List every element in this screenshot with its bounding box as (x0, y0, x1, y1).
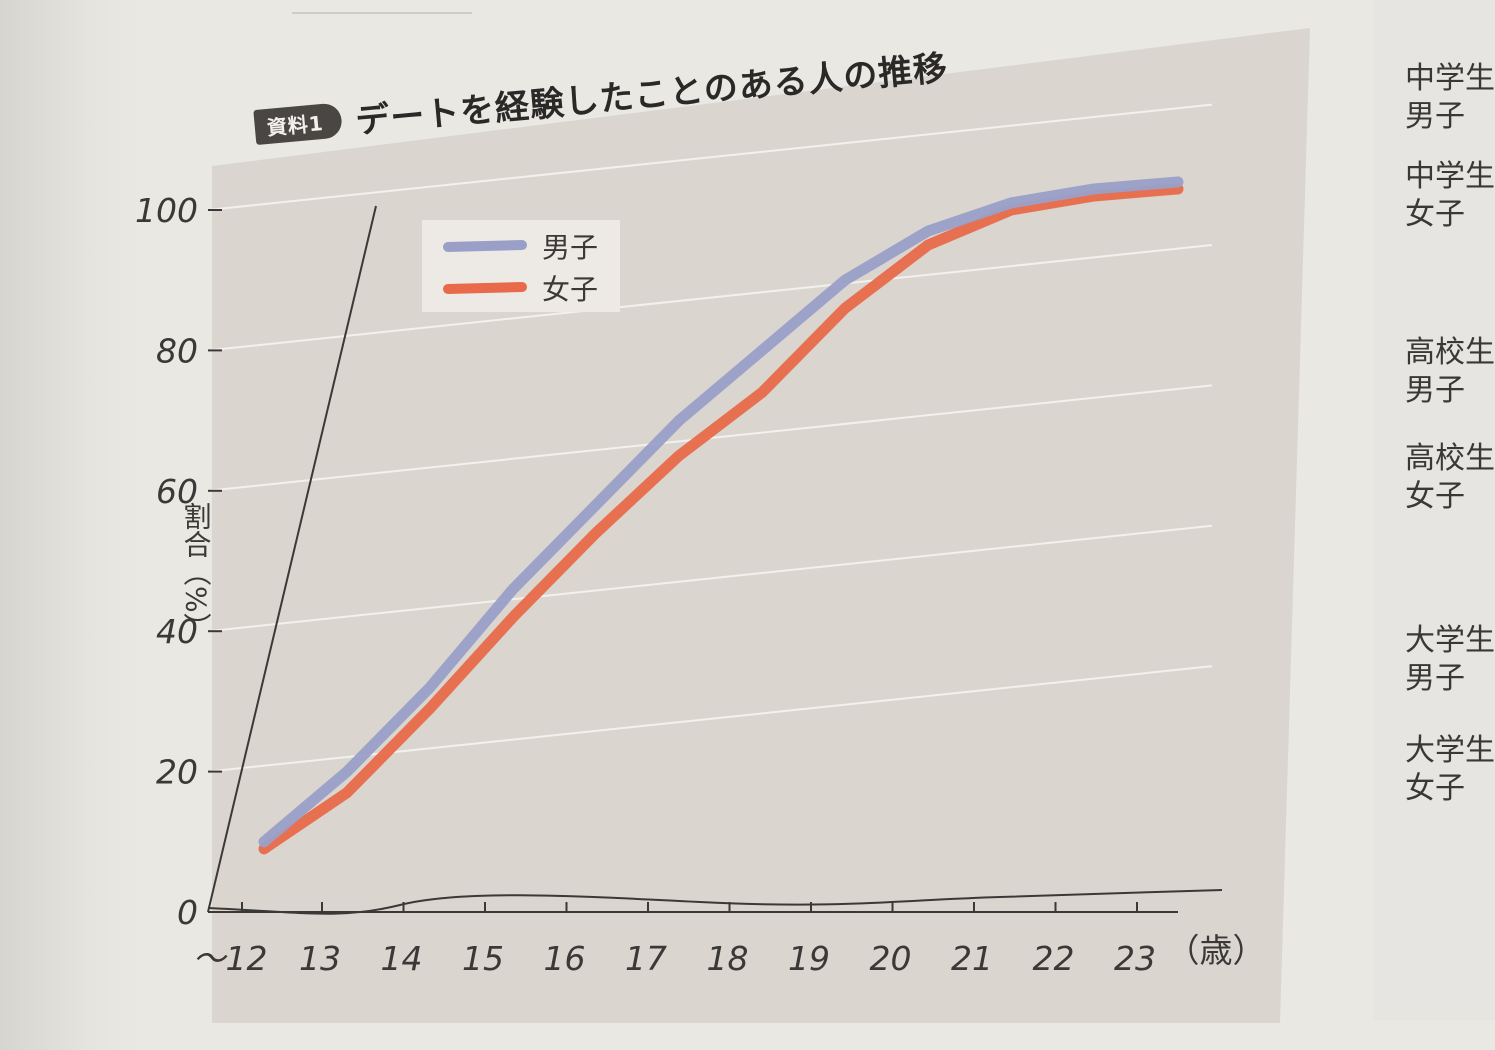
x-unit-label: （歳） (1167, 931, 1266, 970)
page-edge-shadow (0, 0, 140, 1050)
cut-off-text-line (292, 0, 472, 14)
y-tick-label: 20 (156, 753, 198, 792)
x-tick-label: 19 (788, 939, 830, 978)
x-tick-label: 23 (1114, 939, 1156, 978)
axis-labels: 0 20 40 60 80 100 ～12 13 14 15 16 17 18 19 20 21 22 23 （歳）… (135, 191, 1266, 978)
x-tick-label: 21 (951, 939, 993, 978)
right-column (1374, 0, 1495, 1020)
x-tick-label: 17 (625, 939, 667, 978)
side-label-5: 大学生 女子 (1405, 733, 1495, 806)
series-layer (258, 176, 1184, 855)
side-label-3: 高校生 女子 (1405, 441, 1495, 514)
x-tick-label: 13 (299, 939, 341, 978)
side-label-1: 中学生 女子 (1405, 159, 1495, 232)
series-line-female (258, 183, 1184, 855)
y-tick-label: 40 (156, 612, 198, 651)
y-tick-label: 80 (156, 331, 198, 370)
x-tick-label: ～12 (193, 939, 268, 978)
legend-label: 男子 (542, 231, 598, 264)
x-tick-label: 18 (707, 939, 749, 978)
legend-box (422, 220, 620, 312)
axis-layer (207, 205, 1223, 915)
x-tick-label: 15 (462, 939, 504, 978)
side-label-0: 中学生 男子 (1405, 61, 1495, 134)
legend-swatch (443, 240, 527, 252)
x-tick-label: 20 (870, 939, 912, 978)
y-axis (207, 205, 377, 913)
legend-swatch (443, 282, 527, 294)
grid-line (207, 243, 1213, 352)
y-axis-label: 割合（%） (180, 502, 213, 641)
side-label-2: 高校生 男子 (1405, 335, 1495, 408)
legend-label: 女子 (542, 273, 598, 306)
series-line-male (258, 176, 1184, 848)
side-label-4: 大学生 男子 (1405, 623, 1495, 696)
y-tick-label: 100 (135, 191, 198, 230)
grid-line (207, 665, 1213, 773)
baseline-curve (207, 889, 1223, 915)
x-tick-label: 22 (1033, 939, 1075, 978)
y-tick-label: 60 (156, 472, 198, 511)
grid-line (207, 103, 1213, 211)
x-tick-label: 14 (381, 939, 423, 978)
y-tick-label: 0 (177, 893, 198, 932)
grid-line (207, 524, 1213, 633)
x-tick-label: 16 (544, 939, 586, 978)
